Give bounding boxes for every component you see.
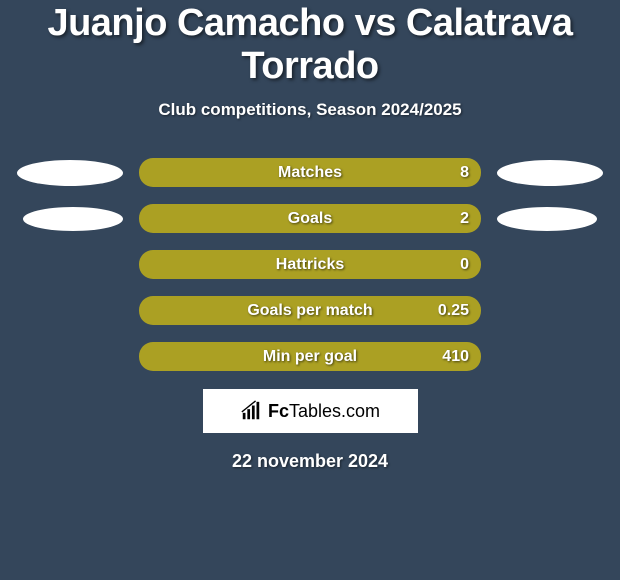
chart-icon — [240, 400, 262, 422]
stat-bar: Hattricks 0 — [139, 250, 481, 279]
stat-value: 8 — [460, 164, 469, 182]
stat-label: Min per goal — [263, 348, 357, 366]
stat-row: Goals 2 — [0, 204, 620, 233]
stat-label: Goals per match — [247, 302, 372, 320]
stat-bar: Goals 2 — [139, 204, 481, 233]
ellipse-spacer — [497, 298, 603, 324]
left-ellipse — [23, 207, 123, 231]
stat-row: Matches 8 — [0, 158, 620, 187]
stat-bar: Matches 8 — [139, 158, 481, 187]
ellipse-spacer — [497, 252, 603, 278]
logo-box: FcTables.com — [203, 389, 418, 433]
stat-bar: Goals per match 0.25 — [139, 296, 481, 325]
stat-value: 0 — [460, 256, 469, 274]
stat-label: Goals — [288, 210, 332, 228]
right-ellipse — [497, 160, 603, 186]
subtitle: Club competitions, Season 2024/2025 — [0, 100, 620, 120]
stat-row: Goals per match 0.25 — [0, 296, 620, 325]
page-title: Juanjo Camacho vs Calatrava Torrado — [0, 2, 620, 88]
stat-label: Hattricks — [276, 256, 344, 274]
ellipse-spacer — [17, 298, 123, 324]
stat-row: Min per goal 410 — [0, 342, 620, 371]
stat-value: 2 — [460, 210, 469, 228]
date-label: 22 november 2024 — [0, 451, 620, 472]
ellipse-spacer — [17, 252, 123, 278]
ellipse-spacer — [17, 344, 123, 370]
stat-bar: Min per goal 410 — [139, 342, 481, 371]
stat-value: 0.25 — [438, 302, 469, 320]
stat-value: 410 — [442, 348, 469, 366]
right-ellipse — [497, 207, 597, 231]
stat-rows: Matches 8 Goals 2 Hattricks 0 Goals per match 0… — [0, 158, 620, 371]
stat-label: Matches — [278, 164, 342, 182]
left-ellipse — [17, 160, 123, 186]
ellipse-spacer — [497, 344, 603, 370]
stat-row: Hattricks 0 — [0, 250, 620, 279]
logo-text: FcTables.com — [268, 401, 380, 422]
